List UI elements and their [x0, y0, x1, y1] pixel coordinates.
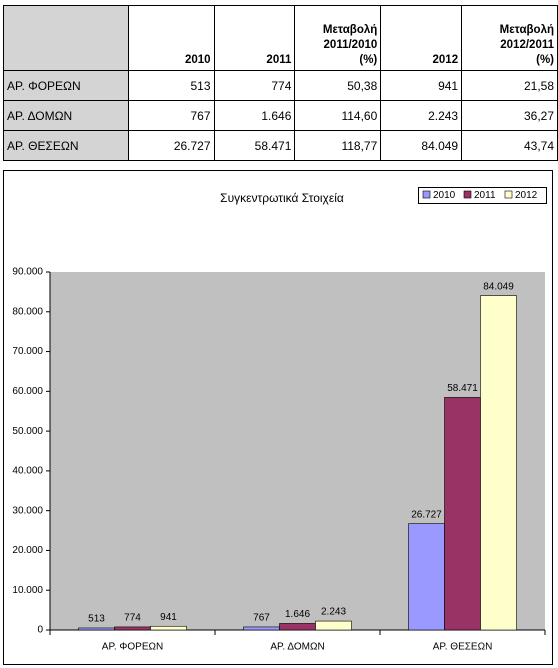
cell: 43,74: [461, 130, 558, 161]
header-line: (%): [359, 54, 378, 66]
legend-label: 2012: [515, 190, 538, 201]
value-label: 58.471: [447, 383, 478, 394]
row-label: ΑΡ. ΔΟΜΩΝ: [3, 100, 129, 131]
cell: 118,77: [294, 130, 382, 161]
value-label: 2.243: [321, 607, 346, 618]
header-cell: 2012: [380, 5, 463, 71]
x-tick-label: ΑΡ. ΦΟΡΕΩΝ: [102, 642, 163, 653]
data-table: 2010 2011 Μεταβολή 2011/2010 (%) 2012 Μεταβολή…: [3, 5, 558, 161]
bar: [444, 397, 481, 631]
header-line: 2011/2010: [323, 39, 378, 51]
corner-cell: [3, 5, 129, 71]
cell: 50,38: [294, 70, 382, 101]
y-tick-label: 30.000: [12, 505, 43, 516]
legend-label: 2011: [474, 190, 496, 201]
y-tick-label: 40.000: [12, 466, 43, 477]
header-line: 2010: [184, 54, 211, 66]
header-row: 2010 2011 Μεταβολή 2011/2010 (%) 2012 Μεταβολή…: [3, 5, 558, 71]
bar: [480, 295, 517, 631]
header-cell: Μεταβολή 2012/2011 (%): [461, 5, 558, 71]
legend-box: [418, 187, 547, 204]
y-tick-label: 90.000: [12, 267, 43, 278]
bar: [114, 626, 151, 631]
x-tick-label: ΑΡ. ΔΟΜΩΝ: [270, 642, 324, 653]
bar: [279, 623, 316, 631]
x-tick-label: ΑΡ. ΘΕΣΕΩΝ: [433, 642, 493, 653]
legend-swatch: [463, 190, 472, 199]
cell: 114,60: [294, 100, 382, 131]
cell: 84.049: [380, 130, 463, 161]
y-tick-label: 80.000: [12, 306, 43, 317]
table-row: ΑΡ. ΦΟΡΕΩΝ 513 774 50,38 941 21,58: [3, 70, 558, 101]
legend-swatch: [422, 190, 431, 199]
bar: [243, 626, 280, 631]
header-line: (%): [536, 54, 554, 66]
chart-title: Συγκεντρωτικά Στοιχεία: [220, 191, 344, 205]
y-tick-label: 70.000: [12, 346, 43, 357]
y-tick-label: 60.000: [12, 386, 43, 397]
value-label: 1.646: [285, 609, 310, 620]
bar: [408, 523, 445, 631]
table-row: ΑΡ. ΔΟΜΩΝ 767 1.646 114,60 2.243 36,27: [3, 100, 558, 131]
cell: 767: [127, 100, 215, 131]
value-label: 26.727: [411, 509, 442, 520]
header-line: Μεταβολή: [322, 24, 378, 36]
legend-label: 2010: [433, 190, 456, 201]
header-line: Μεταβολή: [499, 24, 554, 36]
cell: 941: [380, 70, 463, 101]
y-tick-label: 0: [37, 625, 43, 636]
value-label: 513: [88, 614, 105, 625]
row-label: ΑΡ. ΘΕΣΕΩΝ: [3, 130, 129, 161]
value-label: 84.049: [483, 281, 514, 292]
cell: 58.471: [213, 130, 296, 161]
value-label: 774: [124, 613, 141, 624]
y-tick-label: 20.000: [12, 545, 43, 556]
value-label: 767: [253, 613, 270, 624]
header-line: 2012/2011: [500, 39, 554, 51]
cell: 36,27: [461, 100, 558, 131]
bar: [78, 627, 115, 631]
header-cell: Μεταβολή 2011/2010 (%): [294, 5, 382, 71]
header-cell: 2010: [127, 5, 215, 71]
header-line: 2012: [432, 54, 459, 66]
row-label: ΑΡ. ΦΟΡΕΩΝ: [3, 70, 129, 101]
cell: 1.646: [213, 100, 296, 131]
table-row: ΑΡ. ΘΕΣΕΩΝ 26.727 58.471 118,77 84.049 43,74: [3, 130, 558, 161]
bar: [315, 620, 352, 631]
y-tick-label: 10.000: [12, 585, 43, 596]
bar: [150, 625, 187, 631]
header-line: 2011: [266, 54, 292, 66]
value-label: 941: [160, 612, 177, 623]
y-tick-label: 50.000: [12, 426, 43, 437]
legend-swatch: [504, 190, 513, 199]
